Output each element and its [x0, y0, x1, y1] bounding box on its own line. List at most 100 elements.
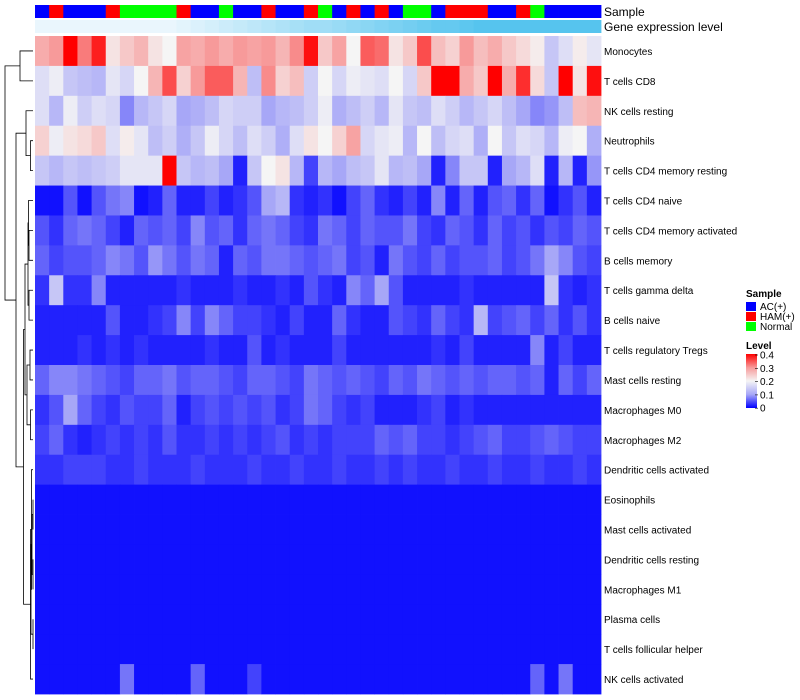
heatmap-cell — [530, 514, 545, 545]
heatmap-cell — [544, 394, 559, 426]
heatmap-cell — [530, 664, 545, 695]
heatmap-cell — [530, 544, 545, 575]
heatmap-cell — [77, 664, 92, 695]
heatmap-cell — [501, 335, 517, 366]
heatmap-cell — [204, 604, 220, 635]
heatmap-cell — [162, 664, 177, 695]
heatmap-cell — [318, 245, 333, 276]
gene-expression-cell — [275, 20, 291, 33]
heatmap-cell — [35, 65, 50, 97]
heatmap-cell — [431, 514, 446, 545]
heatmap-cell — [289, 305, 305, 336]
heatmap-cell — [63, 275, 78, 306]
heatmap-cell — [558, 454, 574, 486]
heatmap-cell — [63, 365, 78, 396]
heatmap-cell — [134, 95, 149, 127]
heatmap-cell — [388, 335, 404, 366]
heatmap-cell — [35, 484, 50, 515]
heatmap-cell — [218, 335, 234, 366]
gene-expression-cell — [63, 20, 78, 33]
heatmap-cell — [105, 335, 121, 366]
heatmap-cell — [134, 574, 149, 605]
heatmap-cell — [49, 574, 64, 605]
heatmap-cell — [332, 574, 347, 605]
heatmap-cell — [77, 95, 92, 127]
heatmap-cell — [402, 634, 418, 665]
heatmap-cell — [289, 484, 305, 515]
sample-cell — [190, 5, 206, 18]
heatmap-cell — [49, 305, 64, 336]
heatmap-cell — [459, 394, 475, 426]
heatmap-cell — [49, 454, 64, 486]
legend: Sample AC(+)HAM(+)Normal Level 0.4 0.3 0.2… — [746, 289, 795, 415]
heatmap-cell — [91, 125, 107, 157]
heatmap-cell — [119, 454, 135, 486]
row-label: B cells naive — [604, 316, 661, 327]
heatmap-cell — [332, 424, 347, 456]
heatmap-cell — [218, 36, 234, 67]
heatmap-cell — [119, 155, 135, 186]
heatmap-cell — [49, 604, 64, 635]
heatmap-cell — [402, 335, 418, 366]
heatmap-cell — [218, 664, 234, 695]
heatmap-cell — [516, 95, 531, 127]
heatmap-cell — [346, 95, 361, 127]
sample-cell — [233, 5, 248, 18]
heatmap-cell — [402, 394, 418, 426]
heatmap-cell — [431, 424, 446, 456]
heatmap-cell — [487, 424, 503, 456]
heatmap-cell — [190, 664, 206, 695]
heatmap-cell — [119, 185, 135, 216]
heatmap-cell — [63, 95, 78, 127]
heatmap-cell — [148, 36, 163, 67]
heatmap-cell — [204, 424, 220, 456]
gene-expression-cell — [204, 20, 220, 33]
heatmap-cell — [572, 424, 588, 456]
heatmap-cell — [289, 245, 305, 276]
heatmap-cell — [91, 664, 107, 695]
sample-cell — [176, 5, 192, 18]
heatmap-cell — [346, 514, 361, 545]
heatmap-cell — [516, 215, 531, 246]
heatmap-cell — [77, 185, 92, 216]
heatmap-cell — [105, 36, 121, 67]
heatmap-cell — [134, 604, 149, 635]
heatmap-cell — [558, 544, 574, 575]
heatmap-cell — [91, 424, 107, 456]
heatmap-cell — [233, 394, 248, 426]
heatmap-cell — [586, 185, 602, 216]
heatmap-cell — [530, 36, 545, 67]
heatmap-cell — [303, 514, 319, 545]
heatmap-cell — [487, 305, 503, 336]
gene-expression-cell — [530, 20, 545, 33]
heatmap-cell — [275, 634, 291, 665]
heatmap-cell — [417, 95, 432, 127]
sample-cell — [487, 5, 503, 18]
gene-expression-cell — [431, 20, 446, 33]
heatmap-cell — [388, 424, 404, 456]
heatmap-cell — [63, 125, 78, 157]
heatmap-cell — [162, 454, 177, 486]
gene-expression-cell — [303, 20, 319, 33]
heatmap-cell — [275, 365, 291, 396]
heatmap-cell — [431, 664, 446, 695]
heatmap-cell — [119, 275, 135, 306]
heatmap-cell — [487, 634, 503, 665]
heatmap-cell — [63, 514, 78, 545]
heatmap-cell — [501, 245, 517, 276]
heatmap-cell — [332, 305, 347, 336]
heatmap-cell — [487, 394, 503, 426]
row-label: Neutrophils — [604, 137, 655, 148]
heatmap-cell — [388, 394, 404, 426]
heatmap-cell — [77, 365, 92, 396]
heatmap-cell — [544, 125, 559, 157]
heatmap-cell — [445, 275, 460, 306]
heatmap-cell — [247, 365, 262, 396]
heatmap-cell — [572, 335, 588, 366]
heatmap-cell — [360, 664, 375, 695]
heatmap-cell — [176, 394, 192, 426]
heatmap-cell — [388, 454, 404, 486]
heatmap-cell — [374, 664, 390, 695]
heatmap-cell — [558, 484, 574, 515]
heatmap-cell — [275, 484, 291, 515]
